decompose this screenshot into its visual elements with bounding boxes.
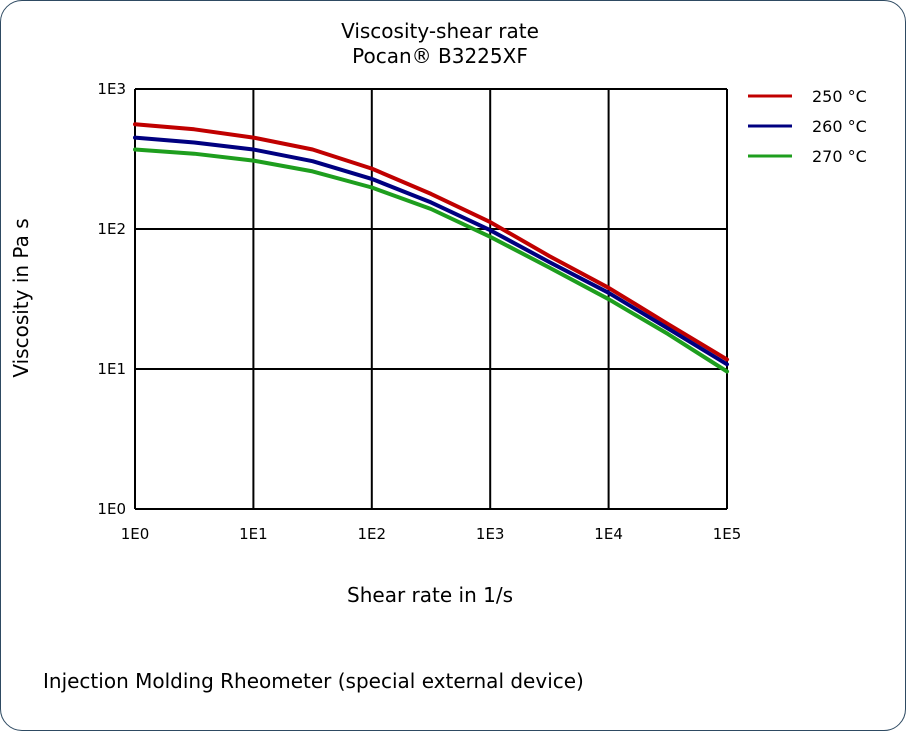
y-tick-label-2: 1E2 — [97, 220, 126, 238]
x-axis-label: Shear rate in 1/s — [347, 583, 513, 607]
y-tick-label-0: 1E0 — [97, 500, 126, 518]
footnote: Injection Molding Rheometer (special ext… — [43, 669, 584, 693]
x-tick-label-3: 1E3 — [476, 525, 505, 543]
x-tick-labels: 1E0 1E1 1E2 1E3 1E4 1E5 — [121, 525, 742, 543]
x-tick-label-2: 1E2 — [358, 525, 387, 543]
y-tick-label-3: 1E3 — [97, 80, 126, 98]
legend-label-0: 250 °C — [812, 87, 867, 106]
series-line-1 — [133, 135, 729, 367]
legend-label-2: 270 °C — [812, 147, 867, 166]
series-line-0 — [133, 122, 729, 362]
legend-label-1: 260 °C — [812, 117, 867, 136]
x-tick-label-1: 1E1 — [239, 525, 268, 543]
x-tick-label-5: 1E5 — [713, 525, 742, 543]
plot-grid — [134, 88, 728, 510]
x-tick-label-0: 1E0 — [121, 525, 150, 543]
y-tick-label-1: 1E1 — [97, 360, 126, 378]
chart-title: Viscosity-shear rate — [341, 19, 539, 43]
chart-subtitle: Pocan® B3225XF — [352, 44, 528, 68]
series-line-2 — [133, 147, 729, 374]
legend: 250 °C 260 °C 270 °C — [748, 87, 867, 166]
series-lines — [133, 122, 729, 374]
x-tick-label-4: 1E4 — [594, 525, 623, 543]
y-tick-labels: 1E0 1E1 1E2 1E3 — [97, 80, 126, 518]
y-axis-label: Viscosity in Pa s — [9, 218, 33, 377]
